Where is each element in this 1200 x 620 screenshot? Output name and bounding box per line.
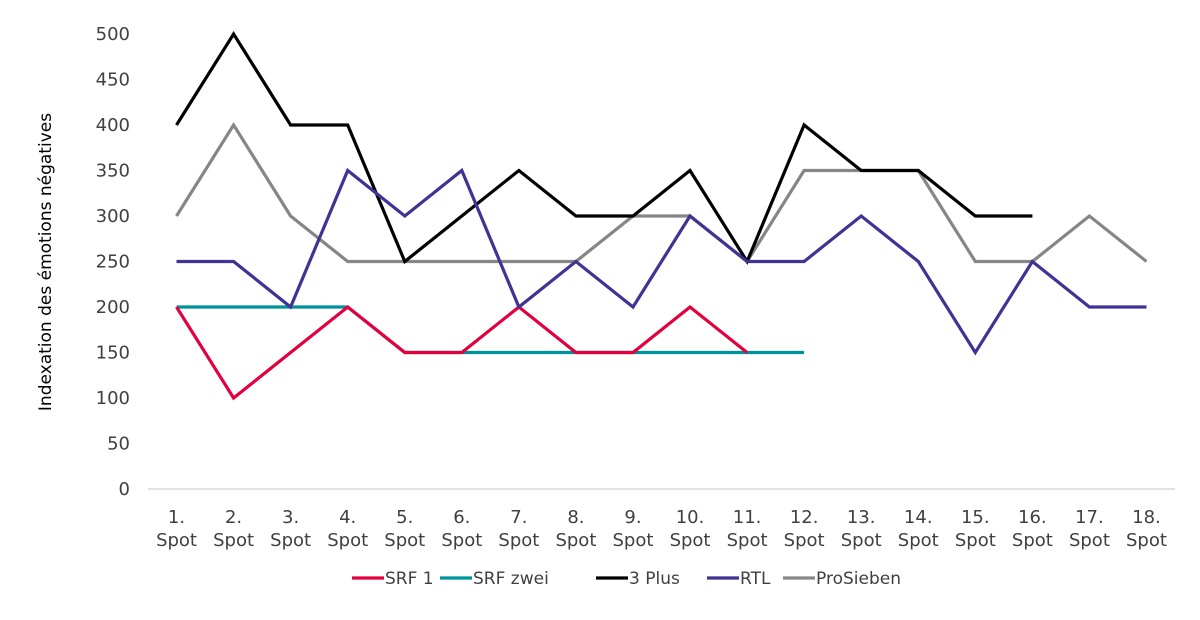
x-tick-label: 16. Spot	[1012, 507, 1053, 551]
y-axis-ticks: 0 50 100 150 200 250 300 350 400 450 500	[96, 24, 130, 500]
x-tick-number: 9.	[624, 507, 641, 528]
x-tick-number: 1.	[168, 507, 185, 528]
x-tick-label: 1. Spot	[156, 507, 197, 551]
y-tick-label: 200	[96, 297, 130, 318]
y-tick-label: 150	[96, 343, 130, 364]
x-tick-word: Spot	[498, 530, 539, 551]
x-tick-label: 12. Spot	[784, 507, 825, 551]
x-tick-number: 2.	[225, 507, 242, 528]
x-tick-number: 10.	[676, 507, 705, 528]
legend-item: RTL	[707, 569, 771, 589]
legend-label: SRF zwei	[473, 569, 549, 589]
legend-label: SRF 1	[385, 569, 434, 589]
x-tick-word: Spot	[156, 530, 197, 551]
y-tick-label: 50	[107, 434, 130, 455]
y-tick-label: 500	[96, 24, 130, 45]
x-tick-label: 6. Spot	[441, 507, 482, 551]
x-tick-label: 17. Spot	[1069, 507, 1110, 551]
x-tick-word: Spot	[955, 530, 996, 551]
x-tick-number: 12.	[790, 507, 819, 528]
y-tick-label: 400	[96, 115, 130, 136]
x-tick-word: Spot	[555, 530, 596, 551]
x-tick-number: 14.	[904, 507, 933, 528]
x-tick-word: Spot	[213, 530, 254, 551]
x-tick-label: 14. Spot	[898, 507, 939, 551]
x-tick-number: 8.	[567, 507, 584, 528]
series-lines	[175, 30, 1148, 401]
x-tick-label: 7. Spot	[498, 507, 539, 551]
x-tick-label: 18. Spot	[1126, 507, 1167, 551]
y-tick-label: 300	[96, 206, 130, 227]
x-tick-word: Spot	[613, 530, 654, 551]
series-line-srf-1	[175, 304, 749, 401]
x-tick-word: Spot	[270, 530, 311, 551]
x-tick-label: 15. Spot	[955, 507, 996, 551]
y-axis-title: Indexation des émotions négatives	[36, 113, 56, 411]
x-tick-label: 13. Spot	[841, 507, 882, 551]
legend-item: SRF zwei	[440, 569, 549, 589]
x-tick-label: 4. Spot	[327, 507, 368, 551]
y-tick-label: 0	[119, 479, 130, 500]
x-tick-word: Spot	[384, 530, 425, 551]
x-tick-word: Spot	[898, 530, 939, 551]
x-tick-number: 13.	[847, 507, 876, 528]
x-tick-word: Spot	[841, 530, 882, 551]
x-tick-label: 2. Spot	[213, 507, 254, 551]
x-tick-number: 16.	[1018, 507, 1047, 528]
legend-label: RTL	[740, 569, 771, 589]
y-tick-label: 350	[96, 161, 130, 182]
series-line-3-plus	[175, 30, 1033, 265]
legend: SRF 1 SRF zwei 3 Plus RTL ProSieben	[352, 569, 901, 589]
series-line-prosieben	[175, 121, 1148, 264]
x-tick-word: Spot	[327, 530, 368, 551]
x-tick-number: 5.	[396, 507, 413, 528]
series-line-srf-zwei	[176, 305, 805, 355]
legend-item: 3 Plus	[596, 569, 680, 589]
x-tick-word: Spot	[727, 530, 768, 551]
x-tick-word: Spot	[670, 530, 711, 551]
x-tick-number: 18.	[1132, 507, 1161, 528]
x-tick-word: Spot	[784, 530, 825, 551]
x-tick-label: 5. Spot	[384, 507, 425, 551]
y-tick-label: 250	[96, 252, 130, 273]
x-tick-word: Spot	[1069, 530, 1110, 551]
legend-item: SRF 1	[352, 569, 434, 589]
legend-item: ProSieben	[783, 569, 901, 589]
legend-label: 3 Plus	[629, 569, 680, 589]
legend-label: ProSieben	[816, 569, 901, 589]
x-tick-number: 7.	[510, 507, 527, 528]
x-tick-number: 3.	[282, 507, 299, 528]
x-tick-word: Spot	[441, 530, 482, 551]
x-tick-label: 9. Spot	[613, 507, 654, 551]
x-tick-label: 10. Spot	[670, 507, 711, 551]
x-tick-number: 6.	[453, 507, 470, 528]
x-tick-label: 11. Spot	[727, 507, 768, 551]
y-tick-label: 100	[96, 388, 130, 409]
x-tick-label: 3. Spot	[270, 507, 311, 551]
x-tick-number: 4.	[339, 507, 356, 528]
x-tick-number: 15.	[961, 507, 990, 528]
x-tick-label: 8. Spot	[555, 507, 596, 551]
x-tick-number: 17.	[1075, 507, 1104, 528]
x-tick-word: Spot	[1126, 530, 1167, 551]
y-tick-label: 450	[96, 70, 130, 91]
x-tick-word: Spot	[1012, 530, 1053, 551]
x-tick-number: 11.	[733, 507, 762, 528]
series-line-rtl	[176, 167, 1147, 356]
